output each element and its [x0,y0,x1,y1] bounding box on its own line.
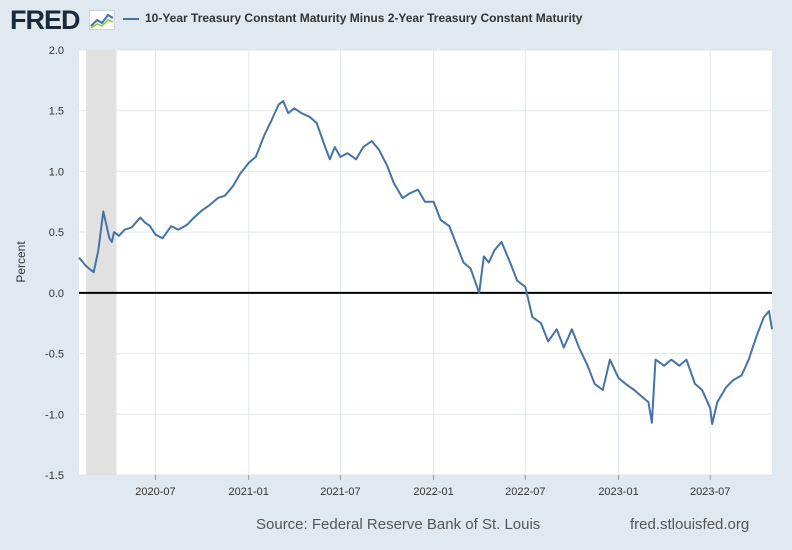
fred-graph-icon [89,10,115,30]
footer-url[interactable]: fred.stlouisfed.org [630,516,750,533]
series-line[interactable] [78,100,773,425]
y-tick-label: -0.5 [45,349,64,361]
chart-header: FRED 10-Year Treasury Constant Maturity … [0,0,792,40]
y-axis-ticks: -1.5 -1.0 -0.5 0.0 0.5 1.0 1.5 2.0 [45,45,64,482]
x-tick-label: 2023-07 [690,486,730,498]
x-tick-label: 2022-01 [413,486,453,498]
y-tick-label: -1.5 [45,470,64,482]
y-tick-label: 0.0 [49,288,64,300]
y-tick-label: 1.5 [49,106,64,118]
plot-area [79,50,772,475]
recession-shading [86,50,117,475]
y-tick-label: 0.5 [49,227,64,239]
x-tick-label: 2021-01 [229,486,269,498]
legend-swatch [123,18,139,20]
y-tick-label: -1.0 [45,409,64,421]
x-tick-label: 2021-07 [320,486,360,498]
x-tick-label: 2022-07 [505,486,545,498]
y-axis-label: Percent [14,241,28,283]
fred-logo[interactable]: FRED [10,5,80,35]
x-tick-label: 2020-07 [135,486,175,498]
y-tick-label: 1.0 [49,166,64,178]
legend-series-title[interactable]: 10-Year Treasury Constant Maturity Minus… [145,11,583,25]
y-tick-label: 2.0 [49,45,64,57]
x-tick-label: 2023-01 [598,486,638,498]
x-axis-ticks: 2020-07 2021-01 2021-07 2022-01 2022-07 2023-… [135,475,730,498]
footer-source: Source: Federal Reserve Bank of St. Loui… [256,516,541,533]
